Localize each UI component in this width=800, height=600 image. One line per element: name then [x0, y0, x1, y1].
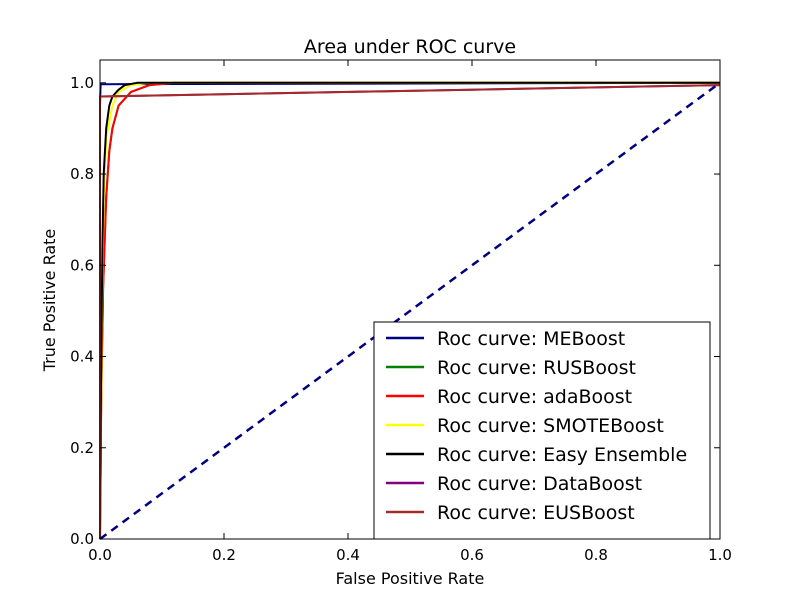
x-tick-label: 1.0	[708, 546, 732, 564]
y-tick-label: 0.8	[70, 165, 94, 183]
legend-label: Roc curve: Easy Ensemble	[437, 444, 687, 466]
series-line-chance	[99, 81, 721, 541]
legend-label: Roc curve: adaBoost	[437, 386, 632, 408]
legend-box	[373, 321, 711, 540]
y-tick-label: 0.6	[70, 256, 94, 274]
legend-label: Roc curve: EUSBoost	[437, 502, 635, 524]
legend-label: Roc curve: MEBoost	[437, 328, 625, 350]
x-axis-label: False Positive Rate	[336, 569, 485, 588]
x-tick-label: 0.6	[460, 546, 484, 564]
legend-label: Roc curve: SMOTEBoost	[437, 415, 664, 437]
x-tick-label: 0.8	[584, 546, 608, 564]
ticks-layer: 0.0 0.2 0.4 0.6 0.8 1.0 0.0 0.2 0.4 0.6 0.8 1.0	[70, 60, 732, 564]
y-tick-label: 0.0	[70, 530, 94, 548]
series-line-roc-curve-easy-ensemble	[99, 81, 720, 540]
y-axis-label: True Positive Rate	[40, 229, 59, 373]
chart-title: Area under ROC curve	[304, 36, 516, 58]
x-tick-label: 0.4	[336, 546, 360, 564]
x-tick-label: 0.0	[88, 546, 112, 564]
legend: Roc curve: MEBoost Roc curve: RUSBoost Roc…	[373, 321, 711, 540]
x-tick-label: 0.2	[212, 546, 236, 564]
y-tick-label: 0.2	[70, 439, 94, 457]
legend-label: Roc curve: RUSBoost	[437, 357, 636, 379]
legend-label: Roc curve: DataBoost	[437, 473, 642, 495]
y-tick-label: 0.4	[70, 348, 94, 366]
y-tick-label: 1.0	[70, 74, 94, 92]
